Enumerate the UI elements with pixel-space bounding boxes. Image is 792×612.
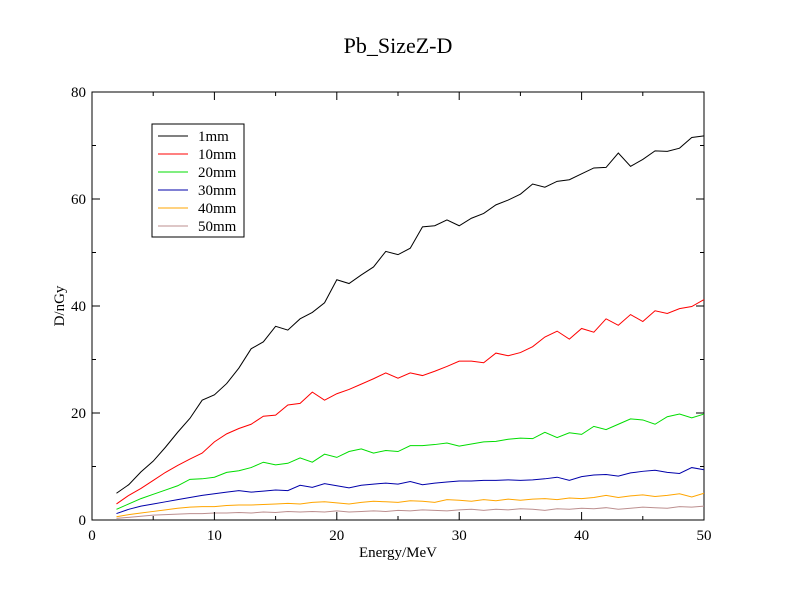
x-tick-label: 20 [329,528,344,544]
y-axis-label: D/nGy [52,285,68,326]
legend: 1mm 10mm 20mm 30mm 40mm 50mm [151,123,245,238]
y-tick-label: 20 [71,406,86,422]
y-tick-label: 0 [79,513,87,529]
series-line-10mm [116,299,705,505]
legend-box [151,123,245,238]
x-axis-label: Energy/MeV [359,545,437,561]
x-tick-label: 10 [207,528,222,544]
legend-label-50mm: 50mm [198,219,237,235]
x-tick-label: 30 [452,528,467,544]
legend-label-20mm: 20mm [198,165,237,181]
chart-title: Pb_SizeZ-D [344,33,453,58]
y-axis: 0 20 40 60 80 [71,85,704,529]
legend-label-40mm: 40mm [198,201,237,217]
series-line-50mm [116,505,705,519]
y-tick-label: 60 [71,192,86,208]
x-tick-label: 50 [697,528,712,544]
x-tick-label: 40 [574,528,589,544]
series-line-1mm [116,135,705,494]
legend-label-30mm: 30mm [198,183,237,199]
x-tick-label: 0 [88,528,96,544]
series-line-40mm [116,492,705,518]
y-tick-label: 80 [71,85,86,101]
legend-label-10mm: 10mm [198,147,237,163]
series-line-30mm [116,467,705,515]
y-tick-label: 40 [71,299,86,315]
x-axis: 0 10 20 30 40 50 [88,92,712,544]
series-line-20mm [116,413,705,510]
legend-label-1mm: 1mm [198,129,229,145]
